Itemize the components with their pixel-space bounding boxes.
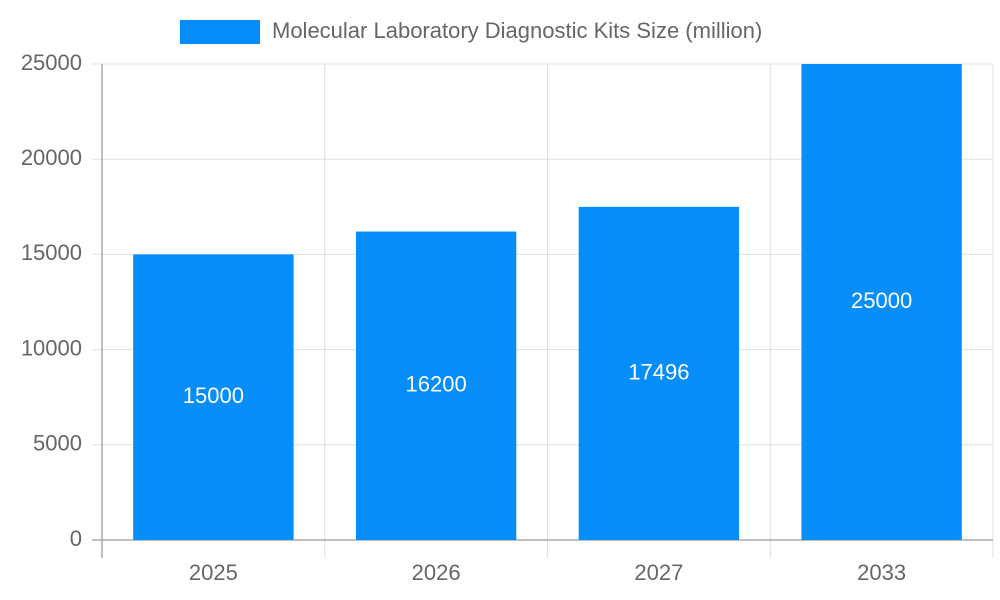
y-tick-label: 20000 — [21, 145, 82, 170]
legend-label: Molecular Laboratory Diagnostic Kits Siz… — [272, 18, 762, 43]
bar — [801, 64, 962, 540]
y-tick-label: 5000 — [33, 431, 82, 456]
y-tick-label: 15000 — [21, 240, 82, 265]
x-tick-label: 2025 — [189, 560, 238, 585]
y-tick-label: 0 — [70, 526, 82, 551]
data-label: 17496 — [628, 359, 689, 384]
y-tick-label: 25000 — [21, 50, 82, 75]
x-tick-label: 2027 — [634, 560, 683, 585]
data-label: 16200 — [406, 372, 467, 397]
y-tick-label: 10000 — [21, 335, 82, 360]
x-tick-label: 2026 — [412, 560, 461, 585]
data-label: 25000 — [851, 288, 912, 313]
bar — [355, 231, 517, 540]
x-tick-label: 2033 — [857, 560, 906, 585]
legend-swatch — [180, 20, 260, 44]
data-label: 15000 — [183, 383, 244, 408]
bar — [133, 254, 294, 540]
bar — [578, 206, 740, 540]
